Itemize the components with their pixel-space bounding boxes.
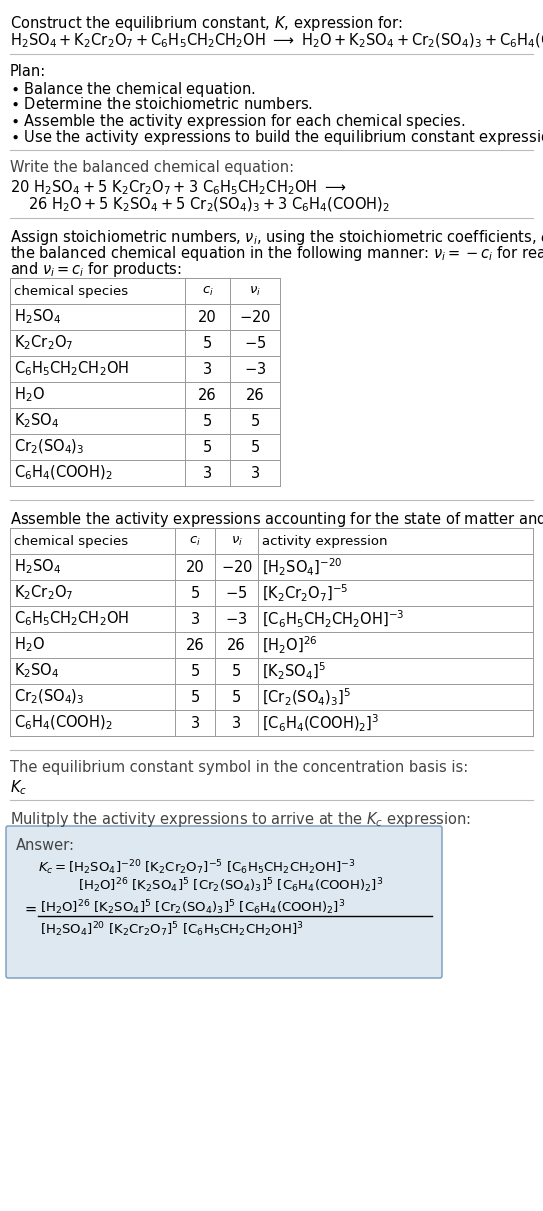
Text: $[\mathrm{Cr_2(SO_4)_3}]^{5}$: $[\mathrm{Cr_2(SO_4)_3}]^{5}$ — [262, 687, 351, 707]
Text: $K_c$: $K_c$ — [10, 777, 27, 797]
Text: $=$: $=$ — [22, 901, 37, 916]
Text: $-5$: $-5$ — [244, 335, 266, 351]
Text: Plan:: Plan: — [10, 64, 46, 79]
Text: $\mathrm{H_2SO_4}$: $\mathrm{H_2SO_4}$ — [14, 557, 61, 576]
Text: 5: 5 — [191, 689, 200, 705]
Text: $\mathrm{K_2SO_4}$: $\mathrm{K_2SO_4}$ — [14, 412, 60, 430]
Text: chemical species: chemical species — [14, 285, 128, 298]
Text: $\mathrm{C_6H_5CH_2CH_2OH}$: $\mathrm{C_6H_5CH_2CH_2OH}$ — [14, 360, 129, 378]
FancyBboxPatch shape — [6, 826, 442, 978]
Text: and $\nu_i = c_i$ for products:: and $\nu_i = c_i$ for products: — [10, 260, 182, 279]
Text: $[\mathrm{C_6H_5CH_2CH_2OH}]^{-3}$: $[\mathrm{C_6H_5CH_2CH_2OH}]^{-3}$ — [262, 608, 405, 630]
Text: 3: 3 — [191, 612, 200, 626]
Text: 26: 26 — [245, 388, 264, 402]
Text: $[\mathrm{H_2O}]^{26}\ [\mathrm{K_2SO_4}]^{5}\ [\mathrm{Cr_2(SO_4)_3}]^{5}\ [\ma: $[\mathrm{H_2O}]^{26}\ [\mathrm{K_2SO_4}… — [40, 899, 345, 917]
Text: 5: 5 — [203, 335, 212, 350]
Text: $\mathrm{C_6H_4(COOH)_2}$: $\mathrm{C_6H_4(COOH)_2}$ — [14, 713, 112, 733]
Text: $[\mathrm{H_2O}]^{26}\ [\mathrm{K_2SO_4}]^{5}\ [\mathrm{Cr_2(SO_4)_3}]^{5}\ [\ma: $[\mathrm{H_2O}]^{26}\ [\mathrm{K_2SO_4}… — [78, 876, 383, 895]
Text: $\mathrm{Cr_2(SO_4)_3}$: $\mathrm{Cr_2(SO_4)_3}$ — [14, 688, 85, 706]
Text: Assemble the activity expressions accounting for the state of matter and $\nu_i$: Assemble the activity expressions accoun… — [10, 510, 543, 529]
Text: $[\mathrm{H_2SO_4}]^{-20}$: $[\mathrm{H_2SO_4}]^{-20}$ — [262, 556, 343, 578]
Text: $c_i$: $c_i$ — [201, 285, 213, 298]
Text: $\mathrm{H_2O}$: $\mathrm{H_2O}$ — [14, 385, 45, 404]
Text: $\mathrm{H_2O}$: $\mathrm{H_2O}$ — [14, 636, 45, 654]
Text: $\bullet\ $Balance the chemical equation.: $\bullet\ $Balance the chemical equation… — [10, 80, 256, 99]
Text: $20\ \mathrm{H_2SO_4} + 5\ \mathrm{K_2Cr_2O_7} + 3\ \mathrm{C_6H_5CH_2CH_2OH}\ \: $20\ \mathrm{H_2SO_4} + 5\ \mathrm{K_2Cr… — [10, 178, 346, 196]
Text: 26: 26 — [186, 637, 204, 653]
Text: $\mathrm{C_6H_4(COOH)_2}$: $\mathrm{C_6H_4(COOH)_2}$ — [14, 464, 112, 482]
Text: Construct the equilibrium constant, $K$, expression for:: Construct the equilibrium constant, $K$,… — [10, 15, 403, 33]
Text: $\nu_i$: $\nu_i$ — [231, 534, 243, 547]
Text: $c_i$: $c_i$ — [189, 534, 201, 547]
Text: $\mathrm{Cr_2(SO_4)_3}$: $\mathrm{Cr_2(SO_4)_3}$ — [14, 438, 85, 457]
Text: $\mathrm{H_2SO_4}$: $\mathrm{H_2SO_4}$ — [14, 308, 61, 326]
Text: $[\mathrm{C_6H_4(COOH)_2}]^{3}$: $[\mathrm{C_6H_4(COOH)_2}]^{3}$ — [262, 712, 380, 734]
Text: $K_c = [\mathrm{H_2SO_4}]^{-20}\ [\mathrm{K_2Cr_2O_7}]^{-5}\ [\mathrm{C_6H_5CH_2: $K_c = [\mathrm{H_2SO_4}]^{-20}\ [\mathr… — [38, 859, 355, 877]
Text: 5: 5 — [250, 440, 260, 454]
Text: $[\mathrm{K_2Cr_2O_7}]^{-5}$: $[\mathrm{K_2Cr_2O_7}]^{-5}$ — [262, 582, 349, 603]
Text: 3: 3 — [232, 716, 241, 730]
Text: $\bullet\ $Assemble the activity expression for each chemical species.: $\bullet\ $Assemble the activity express… — [10, 111, 465, 131]
Text: $-5$: $-5$ — [225, 585, 248, 601]
Text: 26: 26 — [198, 388, 217, 402]
Text: 5: 5 — [191, 664, 200, 678]
Text: 3: 3 — [203, 362, 212, 377]
Text: $\mathrm{K_2Cr_2O_7}$: $\mathrm{K_2Cr_2O_7}$ — [14, 334, 73, 352]
Text: $\mathrm{C_6H_5CH_2CH_2OH}$: $\mathrm{C_6H_5CH_2CH_2OH}$ — [14, 609, 129, 629]
Text: 5: 5 — [191, 585, 200, 601]
Text: Mulitply the activity expressions to arrive at the $K_c$ expression:: Mulitply the activity expressions to arr… — [10, 810, 471, 830]
Text: 3: 3 — [203, 465, 212, 481]
Text: 20: 20 — [198, 310, 217, 325]
Text: 5: 5 — [203, 413, 212, 429]
Text: Assign stoichiometric numbers, $\nu_i$, using the stoichiometric coefficients, $: Assign stoichiometric numbers, $\nu_i$, … — [10, 228, 543, 247]
Text: $-20$: $-20$ — [239, 309, 271, 325]
Text: $[\mathrm{H_2O}]^{26}$: $[\mathrm{H_2O}]^{26}$ — [262, 635, 318, 655]
Text: $26\ \mathrm{H_2O} + 5\ \mathrm{K_2SO_4} + 5\ \mathrm{Cr_2(SO_4)_3} + 3\ \mathrm: $26\ \mathrm{H_2O} + 5\ \mathrm{K_2SO_4}… — [28, 196, 390, 214]
Text: 5: 5 — [250, 413, 260, 429]
Text: The equilibrium constant symbol in the concentration basis is:: The equilibrium constant symbol in the c… — [10, 761, 468, 775]
Text: $-3$: $-3$ — [244, 361, 266, 377]
Text: $-3$: $-3$ — [225, 612, 248, 627]
Text: 5: 5 — [203, 440, 212, 454]
Text: activity expression: activity expression — [262, 534, 388, 547]
Text: $\mathrm{K_2SO_4}$: $\mathrm{K_2SO_4}$ — [14, 661, 60, 681]
Text: Write the balanced chemical equation:: Write the balanced chemical equation: — [10, 160, 294, 176]
Text: $\bullet\ $Use the activity expressions to build the equilibrium constant expres: $\bullet\ $Use the activity expressions … — [10, 128, 543, 147]
Text: chemical species: chemical species — [14, 534, 128, 547]
Text: $[\mathrm{K_2SO_4}]^{5}$: $[\mathrm{K_2SO_4}]^{5}$ — [262, 660, 326, 682]
Text: 20: 20 — [186, 559, 204, 574]
Text: 3: 3 — [191, 716, 200, 730]
Text: $\nu_i$: $\nu_i$ — [249, 285, 261, 298]
Text: 26: 26 — [227, 637, 246, 653]
Text: the balanced chemical equation in the following manner: $\nu_i = -c_i$ for react: the balanced chemical equation in the fo… — [10, 243, 543, 263]
Text: $\mathrm{H_2SO_4 + K_2Cr_2O_7 + C_6H_5CH_2CH_2OH \ \longrightarrow \ H_2O + K_2S: $\mathrm{H_2SO_4 + K_2Cr_2O_7 + C_6H_5CH… — [10, 31, 543, 51]
Text: $\bullet\ $Determine the stoichiometric numbers.: $\bullet\ $Determine the stoichiometric … — [10, 96, 313, 111]
Text: 3: 3 — [250, 465, 260, 481]
Text: 5: 5 — [232, 689, 241, 705]
Text: $-20$: $-20$ — [220, 559, 252, 575]
Text: Answer:: Answer: — [16, 838, 75, 853]
Text: $\mathrm{K_2Cr_2O_7}$: $\mathrm{K_2Cr_2O_7}$ — [14, 584, 73, 602]
Text: 5: 5 — [232, 664, 241, 678]
Text: $[\mathrm{H_2SO_4}]^{20}\ [\mathrm{K_2Cr_2O_7}]^{5}\ [\mathrm{C_6H_5CH_2CH_2OH}]: $[\mathrm{H_2SO_4}]^{20}\ [\mathrm{K_2Cr… — [40, 920, 304, 939]
